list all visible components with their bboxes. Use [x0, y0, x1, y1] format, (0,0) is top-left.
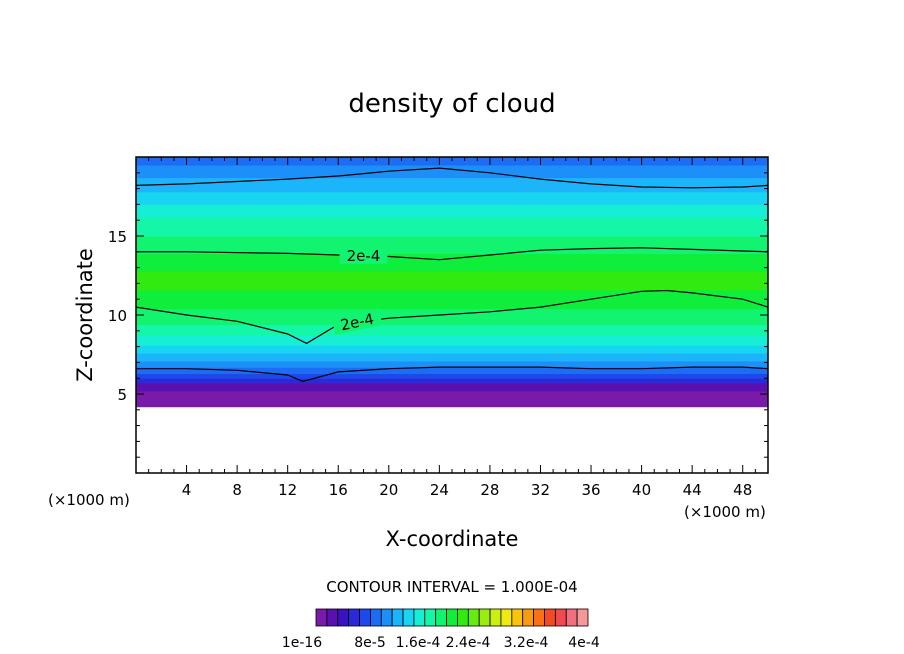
colorbar-swatch: [413, 608, 426, 627]
contour-band: [136, 164, 768, 179]
x-tick-label: 16: [329, 481, 348, 499]
contour-band: [136, 191, 768, 205]
chart-title: density of cloud: [348, 89, 555, 119]
y-axis-label: Z-coordinate: [73, 248, 97, 382]
colorbar-swatch: [359, 608, 371, 627]
colorbar-swatch: [544, 608, 556, 627]
colorbar-swatch: [326, 608, 339, 627]
x-tick-label: 32: [531, 481, 550, 499]
contour-line: [136, 167, 768, 189]
colorbar-swatch: [554, 608, 567, 627]
x-tick-label: 36: [581, 481, 600, 499]
contour-band: [136, 335, 768, 346]
colorbar-label: 4e-4: [568, 635, 600, 651]
x-unit-right: (×1000 m): [684, 503, 766, 521]
contour-band: [136, 378, 768, 384]
x-tick-label: 28: [480, 481, 499, 499]
contour-band: [136, 382, 768, 392]
contour-band: [136, 360, 768, 368]
colorbar-swatch: [511, 608, 524, 627]
x-tick-label: 40: [632, 481, 651, 499]
x-tick-label: 12: [278, 481, 297, 499]
colorbar-swatch: [489, 608, 502, 627]
colorbar-swatch: [457, 608, 469, 627]
contour-lines-layer: 2e-42e-4: [136, 167, 768, 383]
y-tick-label: 5: [117, 386, 127, 404]
contour-interval-text: CONTOUR INTERVAL = 1.000E-04: [326, 578, 577, 596]
contour-band: [136, 390, 768, 408]
colorbar-swatch: [446, 608, 458, 627]
colorbar-swatch: [522, 608, 534, 627]
colorbar-label: 1e-16: [282, 635, 322, 651]
colorbar-label: 8e-5: [354, 635, 385, 651]
contour-label: 2e-4: [339, 246, 388, 265]
contour-band: [136, 345, 768, 354]
colorbar-swatch: [500, 608, 513, 627]
colorbar-label: 1.6e-4: [396, 635, 441, 651]
contour-line: [136, 366, 768, 383]
contour-line: [136, 289, 768, 345]
x-tick-label: 44: [683, 481, 702, 499]
contour-band: [136, 406, 768, 473]
contour-band: [136, 204, 768, 218]
colorbar-swatch: [435, 608, 447, 627]
y-axis-ticks: 5 10 15: [108, 172, 768, 458]
contour-band: [136, 324, 768, 337]
colorbar-label: 3.2e-4: [504, 635, 549, 651]
x-axis-ticks: 4 8 12 16 20 24 28 32 36 40 44 48: [148, 157, 756, 499]
contour-band: [136, 177, 768, 193]
colorbar-swatch: [478, 608, 491, 627]
contour-band: [136, 253, 768, 272]
contour-band: [136, 367, 768, 375]
contour-band: [136, 308, 768, 326]
colorbar-swatch: [380, 608, 393, 627]
contour-fill-layer: [136, 157, 768, 473]
svg-text:2e-4: 2e-4: [347, 247, 381, 265]
x-tick-label: 48: [733, 481, 752, 499]
x-unit-left: (×1000 m): [48, 491, 130, 509]
contour-band: [136, 289, 768, 310]
colorbar-swatch: [391, 608, 404, 627]
contour-band: [136, 157, 768, 166]
contour-band: [136, 352, 768, 362]
contour-band: [136, 236, 768, 254]
y-tick-label: 15: [108, 228, 127, 246]
colorbar-swatch: [402, 608, 415, 627]
colorbar: [315, 608, 589, 627]
x-tick-label: 4: [182, 481, 192, 499]
contour-line: [136, 247, 768, 261]
colorbar-swatch: [315, 608, 328, 627]
colorbar-swatch: [467, 608, 480, 627]
contour-band: [136, 373, 768, 379]
colorbar-swatch: [424, 608, 437, 627]
colorbar-swatch: [337, 608, 350, 627]
x-tick-label: 8: [232, 481, 242, 499]
contour-band: [136, 270, 768, 291]
colorbar-swatch: [533, 608, 545, 627]
y-tick-label: 10: [108, 307, 127, 325]
colorbar-swatch: [369, 608, 382, 627]
x-tick-label: 20: [379, 481, 398, 499]
colorbar-swatch: [576, 608, 589, 627]
colorbar-swatch: [565, 608, 578, 627]
colorbar-labels: 1e-16 8e-5 1.6e-4 2.4e-4 3.2e-4 4e-4: [282, 635, 600, 651]
colorbar-swatch: [348, 608, 360, 627]
x-axis-label: X-coordinate: [386, 527, 519, 551]
contour-band: [136, 217, 768, 237]
x-tick-label: 24: [430, 481, 449, 499]
colorbar-label: 2.4e-4: [446, 635, 491, 651]
